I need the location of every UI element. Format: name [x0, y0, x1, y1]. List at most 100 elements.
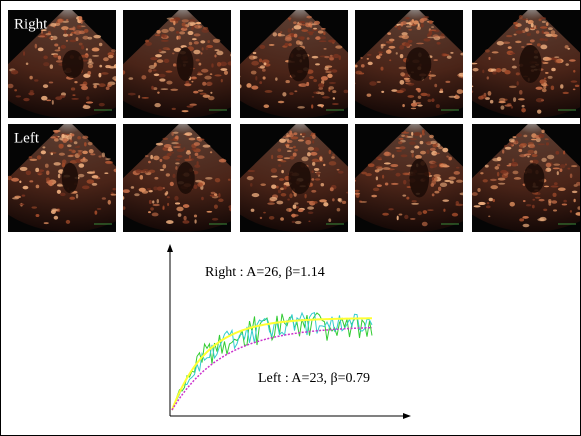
speckle	[216, 50, 224, 56]
speckle	[411, 19, 415, 23]
speckle	[389, 59, 392, 62]
speckle	[442, 199, 450, 202]
speckle	[307, 152, 311, 157]
speckle	[71, 98, 79, 100]
image-content	[472, 124, 580, 232]
speckle	[570, 80, 578, 83]
speckle	[293, 25, 302, 30]
speckle	[206, 210, 213, 213]
speckle	[115, 64, 116, 66]
speckle	[150, 154, 154, 160]
speckle	[286, 139, 293, 144]
speckle	[378, 51, 384, 54]
speckle	[193, 49, 201, 55]
speckle	[538, 133, 545, 139]
speckle	[193, 214, 198, 218]
speckle	[408, 28, 413, 31]
speckle	[399, 45, 405, 50]
speckle	[65, 39, 69, 42]
speckle	[381, 90, 385, 93]
speckle	[191, 147, 197, 151]
speckle	[309, 24, 313, 28]
speckle	[332, 90, 337, 94]
speckle	[419, 134, 422, 138]
speckle	[574, 84, 580, 87]
speckle	[522, 223, 530, 228]
speckle	[446, 155, 449, 158]
speckle	[191, 80, 194, 83]
speckle	[240, 75, 241, 78]
speckle	[267, 202, 275, 205]
speckle	[440, 33, 445, 37]
speckle	[151, 85, 154, 90]
speckle	[161, 28, 169, 33]
speckle	[492, 198, 496, 203]
image-content	[240, 10, 348, 118]
speckle	[446, 55, 452, 59]
speckle	[556, 171, 559, 176]
speckle	[460, 52, 463, 56]
speckle	[19, 166, 28, 171]
speckle	[427, 99, 432, 103]
speckle	[31, 206, 38, 209]
speckle	[531, 138, 537, 141]
speckle	[259, 65, 266, 69]
speckle	[148, 68, 152, 73]
speckle	[324, 55, 330, 59]
speckle	[527, 141, 534, 146]
speckle	[210, 191, 216, 195]
speckle	[246, 176, 254, 181]
speckle	[262, 68, 266, 72]
speckle	[376, 81, 381, 83]
speckle	[519, 90, 523, 95]
speckle	[407, 39, 413, 43]
speckle	[293, 21, 297, 25]
speckle	[182, 220, 190, 224]
speckle	[218, 193, 221, 198]
speckle	[563, 199, 567, 203]
speckle	[535, 30, 540, 34]
speckle	[62, 138, 68, 143]
speckle	[421, 129, 425, 134]
speckle	[55, 60, 63, 63]
speckle	[367, 163, 375, 168]
image-content	[472, 10, 580, 118]
speckle	[291, 213, 296, 218]
speckle	[355, 189, 360, 192]
speckle	[50, 22, 57, 27]
speckle	[490, 185, 499, 190]
speckle	[189, 103, 197, 106]
speckle	[524, 27, 530, 32]
speckle	[429, 147, 436, 152]
speckle	[510, 161, 518, 167]
speckle	[270, 168, 278, 173]
speckle	[169, 151, 175, 154]
speckle	[413, 132, 421, 136]
speckle	[186, 135, 191, 138]
speckle	[216, 61, 222, 67]
speckle	[61, 26, 69, 31]
speckle	[450, 51, 454, 54]
speckle	[289, 193, 293, 199]
speckle	[84, 142, 87, 147]
speckle	[130, 186, 135, 189]
speckle	[337, 170, 344, 174]
speckle	[206, 44, 214, 49]
speckle	[175, 135, 179, 140]
speckle	[204, 75, 212, 80]
speckle	[282, 136, 289, 138]
speckle	[538, 198, 545, 202]
speckle	[263, 211, 266, 214]
speckle	[472, 90, 474, 94]
speckle	[492, 70, 497, 75]
speckle	[98, 102, 105, 107]
speckle	[98, 72, 102, 78]
speckle	[48, 37, 54, 39]
speckle	[534, 196, 541, 199]
speckle	[43, 62, 50, 67]
speckle	[277, 189, 282, 194]
speckle	[153, 186, 158, 191]
speckle	[163, 58, 170, 64]
speckle	[105, 160, 114, 165]
speckle	[545, 57, 552, 61]
